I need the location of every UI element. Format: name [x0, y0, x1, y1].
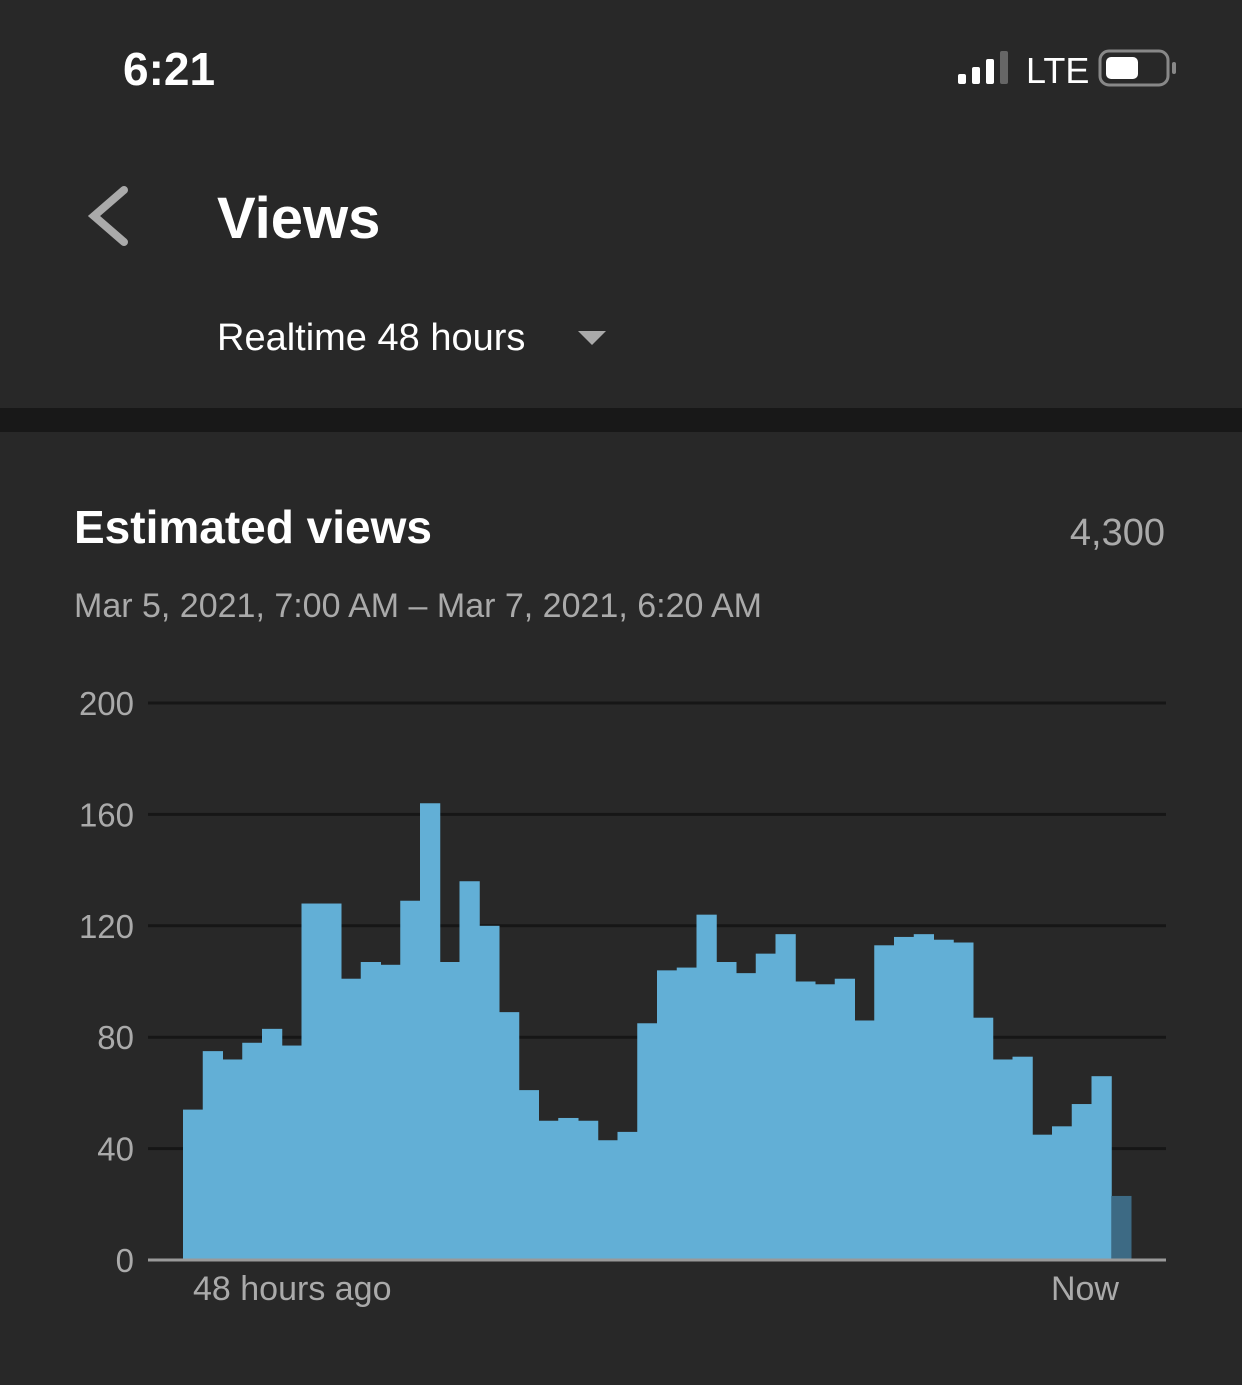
bar — [360, 962, 381, 1260]
bar — [301, 903, 322, 1260]
separator — [0, 408, 1242, 432]
bar — [479, 925, 500, 1260]
bar — [518, 1090, 539, 1260]
card-title: Estimated views — [74, 501, 432, 553]
y-tick-label: 120 — [79, 908, 134, 945]
bar — [578, 1120, 599, 1260]
bar — [281, 1045, 302, 1260]
status-time: 6:21 — [123, 43, 215, 95]
bar — [499, 1012, 520, 1260]
bar — [992, 1059, 1013, 1260]
bar — [716, 962, 737, 1260]
bar — [202, 1051, 223, 1260]
bar — [973, 1017, 994, 1260]
bar — [854, 1020, 875, 1260]
bar — [953, 942, 974, 1260]
range-dropdown[interactable]: Realtime 48 hours — [217, 317, 606, 359]
bar — [1091, 1076, 1112, 1260]
bar — [1012, 1056, 1033, 1260]
card-total: 4,300 — [1070, 512, 1165, 554]
bar — [617, 1131, 638, 1260]
bar — [775, 934, 796, 1260]
bar — [321, 903, 342, 1260]
bar — [1052, 1126, 1073, 1260]
bar — [380, 964, 401, 1260]
range-label: Realtime 48 hours — [217, 317, 525, 359]
bar — [696, 914, 717, 1260]
page-title: Views — [217, 186, 380, 251]
bar — [815, 984, 836, 1260]
bar — [1071, 1104, 1092, 1260]
bar — [341, 978, 362, 1260]
bar — [657, 970, 678, 1260]
bar — [459, 881, 480, 1260]
bar — [1032, 1134, 1053, 1260]
bar — [755, 953, 776, 1260]
bar — [795, 981, 816, 1260]
bar — [1111, 1195, 1132, 1260]
y-tick-label: 40 — [97, 1131, 134, 1168]
bar — [834, 978, 855, 1260]
y-tick-label: 160 — [79, 796, 134, 833]
x-tick-label: 48 hours ago — [193, 1270, 392, 1308]
bar — [183, 1109, 204, 1260]
bar — [262, 1028, 283, 1260]
bar — [538, 1120, 559, 1260]
y-tick-label: 200 — [79, 685, 134, 722]
bar — [676, 967, 697, 1260]
bar — [222, 1059, 243, 1260]
bar — [913, 934, 934, 1260]
back-button[interactable] — [87, 186, 128, 246]
y-tick-label: 80 — [97, 1019, 134, 1056]
bar — [736, 973, 757, 1260]
status-network: LTE — [1026, 50, 1089, 91]
battery-icon — [1098, 49, 1176, 87]
bar — [420, 803, 441, 1260]
chart: 0 40 80 120 160 200 48 hours ago Now — [79, 685, 1166, 1308]
bar — [637, 1023, 658, 1260]
bar — [242, 1042, 263, 1260]
bar — [400, 900, 421, 1260]
bar — [597, 1140, 618, 1260]
x-tick-label: Now — [1051, 1270, 1119, 1308]
y-tick-label: 0 — [116, 1242, 134, 1279]
bar — [439, 962, 460, 1260]
bar — [558, 1117, 579, 1260]
bar — [874, 945, 895, 1260]
signal-icon — [958, 51, 1008, 84]
bar — [933, 939, 954, 1260]
date-range: Mar 5, 2021, 7:00 AM – Mar 7, 2021, 6:20… — [74, 587, 762, 625]
dropdown-arrow — [578, 331, 606, 345]
bar — [894, 936, 915, 1260]
